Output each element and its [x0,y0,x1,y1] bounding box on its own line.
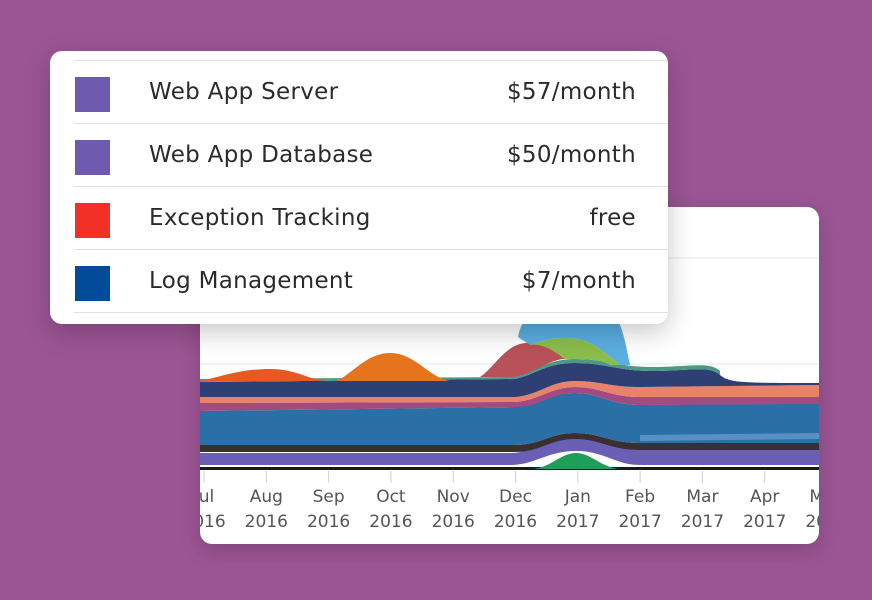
area-layer-orange [335,353,450,381]
x-tick-year: 2017 [743,512,786,532]
area-layer-red [480,342,565,377]
x-tick-year: 2017 [618,512,661,532]
x-tick-month: Jul [200,487,214,507]
service-list: Web App Server $57/month Web App Databas… [50,51,668,324]
service-row-exception-tracking[interactable]: Exception Tracking free [50,187,668,250]
service-row-log-management[interactable]: Log Management $7/month [50,250,668,313]
x-tick-year: 2017 [556,512,599,532]
x-tick-month: Nov [437,487,470,507]
divider [74,249,668,250]
x-tick-month: Sep [313,487,345,507]
x-tick-month: Jan [564,487,591,507]
x-tick-month: Aug [250,487,283,507]
area-layer-sky [518,315,630,365]
service-row-web-app-database[interactable]: Web App Database $50/month [50,124,668,187]
area-layer-purple [200,437,819,465]
area-layer-base [200,467,819,470]
service-price: free [589,205,636,231]
x-tick-month: Dec [499,487,532,507]
x-tick-year: 2016 [369,512,412,532]
area-layer-blue [200,393,819,445]
x-tick-month: Apr [750,487,779,507]
x-tick-month: Feb [625,487,655,507]
divider [74,312,668,313]
area-layer-lightblue [640,433,819,441]
x-axis: Jul 2016 Aug 2016 Sep 2016 Oct 2016 Nov 2016 Dec 20… [200,471,819,532]
area-layer-orangered [200,369,325,381]
service-label: Log Management [149,268,354,294]
x-tick-year: 2016 [494,512,537,532]
service-label: Exception Tracking [149,205,371,231]
service-price: $57/month [507,79,636,105]
area-layer-magenta [200,387,819,411]
x-tick-year: 2016 [432,512,475,532]
area-layer-lime [530,338,620,365]
color-swatch [75,77,110,112]
area-layers [200,315,819,470]
x-tick-month: Oct [376,487,406,507]
area-layer-salmon [200,381,819,403]
x-tick-month: May [809,487,819,507]
divider [74,60,668,61]
color-swatch [75,203,110,238]
color-swatch [75,266,110,301]
service-price: $7/month [521,268,636,294]
service-label: Web App Database [149,142,374,168]
color-swatch [75,140,110,175]
area-layer-dark [200,433,819,452]
service-row-web-app-server[interactable]: Web App Server $57/month [50,61,668,124]
divider [74,123,668,124]
service-price: $50/month [507,142,636,168]
area-layer-navy [200,363,819,397]
x-tick-year: 2017 [681,512,724,532]
stacked-area-chart: Jul 2016 Aug 2016 Sep 2016 Oct 2016 Nov 2016 Dec 20… [200,257,819,532]
x-tick-year: 2017 [805,512,819,532]
x-tick-year: 2016 [307,512,350,532]
service-label: Web App Server [149,79,339,105]
x-tick-month: Mar [686,487,718,507]
divider [74,186,668,187]
x-tick-year: 2016 [245,512,288,532]
x-tick-year: 2016 [200,512,226,532]
